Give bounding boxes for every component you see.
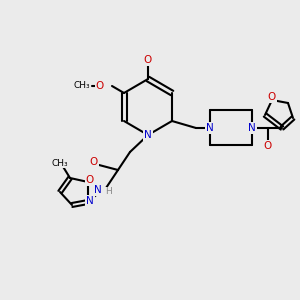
Text: CH₃: CH₃ bbox=[74, 82, 90, 91]
Text: O: O bbox=[144, 55, 152, 65]
Text: CH₃: CH₃ bbox=[52, 158, 68, 167]
Text: N: N bbox=[94, 185, 102, 195]
Text: N: N bbox=[248, 123, 256, 133]
Text: O: O bbox=[86, 175, 94, 185]
Text: N: N bbox=[86, 196, 94, 206]
Text: O: O bbox=[90, 157, 98, 167]
Text: N: N bbox=[206, 123, 214, 133]
Text: N: N bbox=[144, 130, 152, 140]
Text: H: H bbox=[105, 188, 111, 196]
Text: O: O bbox=[96, 81, 104, 91]
Text: O: O bbox=[264, 141, 272, 151]
Text: O: O bbox=[268, 92, 276, 102]
